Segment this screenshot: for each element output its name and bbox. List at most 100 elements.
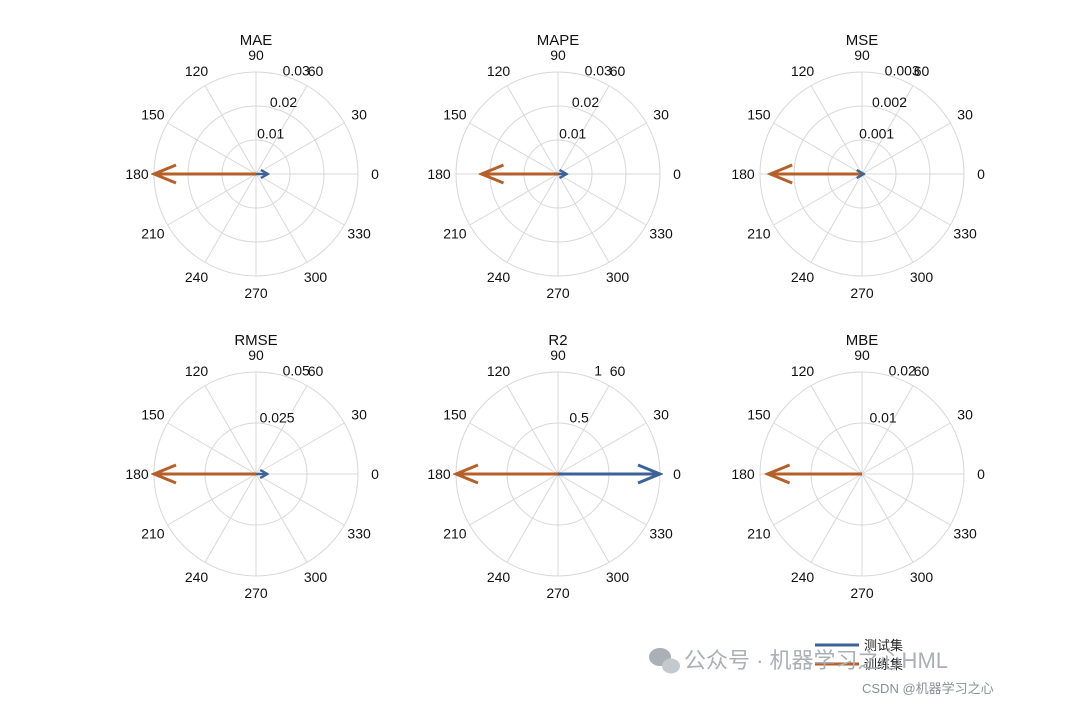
grid-spoke: [861, 122, 951, 175]
angle-tick-label: 240: [791, 569, 815, 585]
angle-tick-label: 240: [185, 569, 209, 585]
angle-tick-label: 30: [957, 407, 973, 423]
angle-tick-label: 90: [854, 347, 870, 363]
angle-tick-label: 300: [606, 569, 630, 585]
angle-tick-label: 180: [427, 166, 451, 182]
angle-tick-label: 300: [304, 569, 328, 585]
radial-tick-label: 0.03: [585, 62, 612, 78]
angle-tick-label: 180: [731, 466, 755, 482]
grid-spoke: [469, 173, 559, 226]
angle-tick-label: 60: [610, 63, 626, 79]
angle-tick-label: 330: [953, 226, 977, 242]
radial-tick-label: 0.02: [270, 94, 297, 110]
polar-panel-mse: 0.001 0.002 0.003 0 30 60 90 120 150 180 210 240 270…: [731, 32, 985, 301]
grid-spoke: [506, 173, 559, 263]
angle-tick-label: 30: [351, 107, 367, 123]
grid-spoke: [255, 85, 308, 175]
grid-spoke: [167, 122, 257, 175]
grid-spoke: [255, 122, 345, 175]
angle-tick-label: 330: [649, 526, 673, 542]
angle-tick-label: 210: [141, 226, 165, 242]
angle-tick-label: 30: [351, 407, 367, 423]
watermark-credit: CSDN @机器学习之心: [862, 681, 994, 696]
angle-tick-label: 240: [185, 269, 209, 285]
grid-ring: [759, 371, 965, 577]
angle-tick-label: 60: [914, 363, 930, 379]
panel-title: MAE: [240, 32, 273, 49]
angle-tick-label: 270: [244, 285, 268, 301]
polar-panel-mape: 0.01 0.02 0.03 0 30 60 90 120 150 180 210 240 270 300…: [427, 32, 681, 301]
radial-tick-label: 0.03: [283, 62, 310, 78]
angle-tick-label: 210: [747, 526, 771, 542]
angle-tick-label: 330: [347, 226, 371, 242]
grid-spoke: [255, 173, 345, 226]
angle-tick-label: 150: [443, 107, 467, 123]
angle-tick-label: 60: [610, 363, 626, 379]
angle-tick-label: 210: [141, 526, 165, 542]
angle-tick-label: 240: [791, 269, 815, 285]
panel-title: MBE: [846, 332, 879, 349]
angle-tick-label: 0: [673, 166, 681, 182]
angle-tick-label: 330: [649, 226, 673, 242]
angle-tick-label: 330: [347, 526, 371, 542]
angle-tick-label: 240: [487, 269, 511, 285]
polar-panel-r2: 0.5 1 0 30 60 90 120 150 180 210 240 270 300 330 R2: [427, 332, 681, 601]
grid-spoke: [557, 122, 647, 175]
angle-tick-label: 60: [914, 63, 930, 79]
angle-tick-label: 270: [546, 285, 570, 301]
grid-spoke: [255, 173, 308, 263]
legend-label-test: 测试集: [864, 638, 903, 653]
angle-tick-label: 120: [487, 63, 511, 79]
angle-tick-label: 0: [977, 166, 985, 182]
radial-tick-label: 0.02: [572, 94, 599, 110]
angle-tick-label: 180: [427, 466, 451, 482]
angle-tick-label: 300: [304, 269, 328, 285]
radial-tick-label: 0.002: [872, 94, 907, 110]
angle-tick-label: 270: [546, 585, 570, 601]
angle-tick-label: 90: [248, 347, 264, 363]
angle-tick-label: 240: [487, 569, 511, 585]
grid-spoke: [773, 122, 863, 175]
angle-tick-label: 90: [248, 47, 264, 63]
angle-tick-label: 270: [244, 585, 268, 601]
grid-ring: [759, 71, 965, 277]
grid-spoke: [204, 85, 257, 175]
panel-title: RMSE: [234, 332, 277, 349]
legend: 测试集 训练集: [815, 638, 903, 672]
radial-tick-label: 0.01: [559, 126, 586, 142]
angle-tick-label: 90: [550, 47, 566, 63]
grid-spoke: [810, 173, 863, 263]
watermark-text: 公众号 · 机器学习之心HML: [684, 648, 948, 673]
radial-tick-label: 0.05: [283, 362, 310, 378]
angle-tick-label: 0: [977, 466, 985, 482]
grid-spoke: [506, 85, 559, 175]
grid-spoke: [204, 173, 257, 263]
grid-spoke: [861, 85, 914, 175]
watermark: 公众号 · 机器学习之心HML CSDN @机器学习之心: [649, 648, 994, 696]
angle-tick-label: 300: [910, 269, 934, 285]
angle-tick-label: 0: [371, 466, 379, 482]
polar-panel-mae: 0.01 0.02 0.03 0 30 60 90 120 150 180 210 240 270 300…: [125, 32, 379, 301]
wechat-icon: [649, 648, 680, 674]
grid-spoke: [810, 85, 863, 175]
legend-label-train: 训练集: [864, 657, 903, 672]
grid-spoke: [557, 85, 610, 175]
grid-spoke: [557, 173, 647, 226]
angle-tick-label: 30: [957, 107, 973, 123]
grid-spoke: [469, 122, 559, 175]
angle-tick-label: 300: [606, 269, 630, 285]
polar-panel-mbe: 0.01 0.02 0 30 60 90 120 150 180 210 240 270 300 330 M…: [731, 332, 985, 601]
angle-tick-label: 180: [125, 466, 149, 482]
polar-panel-rmse: 0.025 0.05 0 30 60 90 120 150 180 210 240 270 300 330…: [125, 332, 379, 601]
angle-tick-label: 180: [731, 166, 755, 182]
angle-tick-label: 120: [791, 63, 815, 79]
angle-tick-label: 30: [653, 107, 669, 123]
angle-tick-label: 150: [141, 407, 165, 423]
radial-tick-label: 0.001: [859, 126, 894, 142]
grid-spoke: [773, 173, 863, 226]
radial-tick-label: 0.01: [869, 410, 896, 426]
angle-tick-label: 60: [308, 363, 324, 379]
angle-tick-label: 0: [371, 166, 379, 182]
angle-tick-label: 180: [125, 166, 149, 182]
